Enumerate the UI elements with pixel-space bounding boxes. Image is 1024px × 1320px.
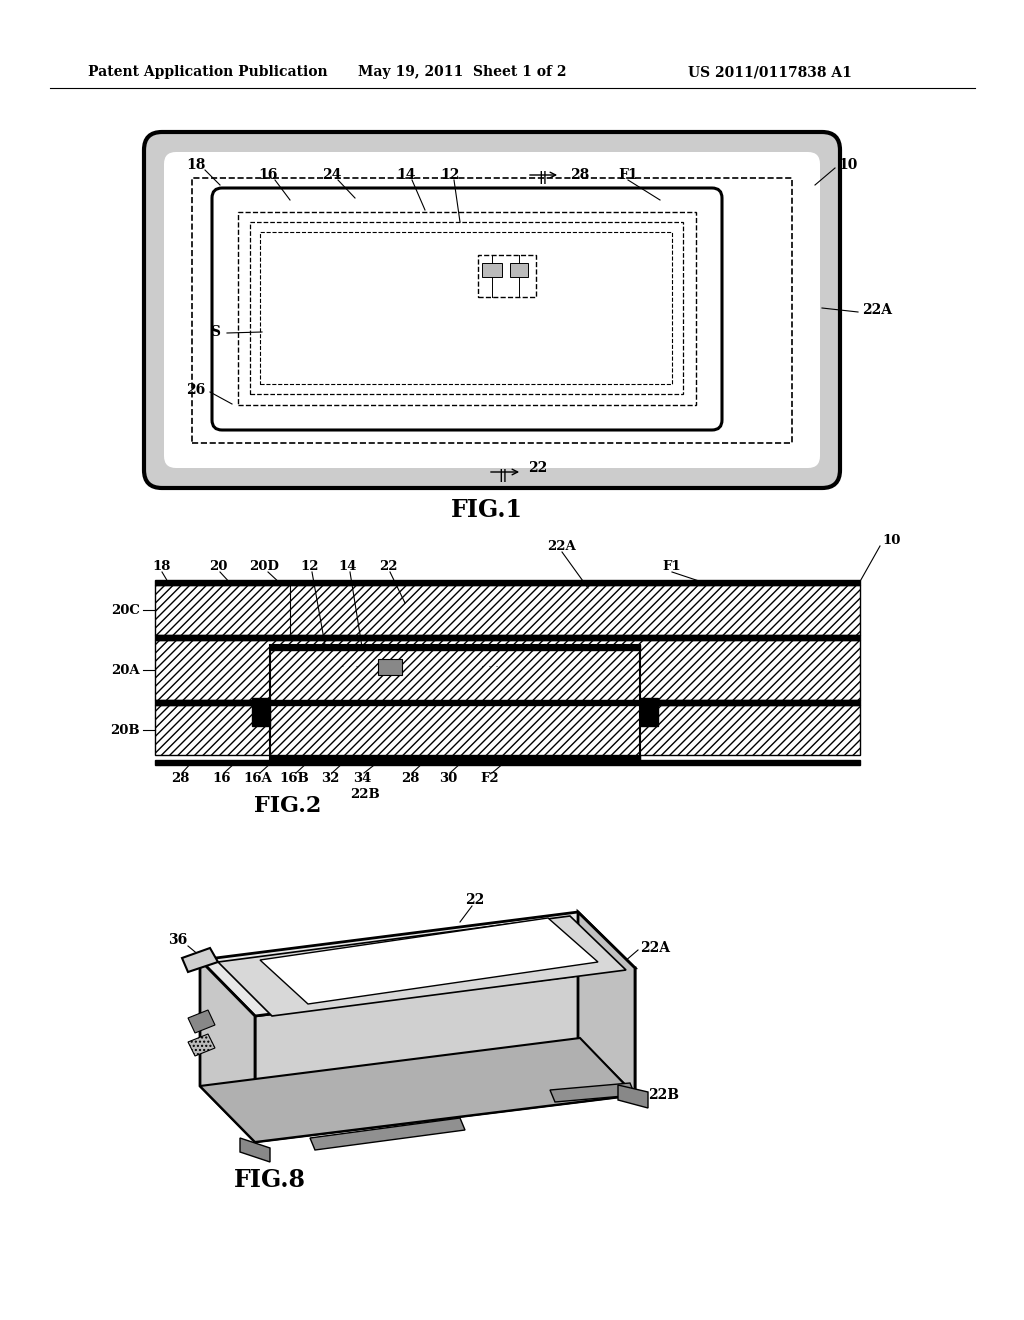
Text: F2: F2	[480, 771, 500, 784]
Text: US 2011/0117838 A1: US 2011/0117838 A1	[688, 65, 852, 79]
Text: ||: ||	[499, 469, 508, 482]
Text: 22B: 22B	[648, 1088, 679, 1102]
Text: · · ·: · · ·	[341, 663, 359, 672]
Text: 10: 10	[883, 535, 901, 548]
Bar	[155, 635, 860, 640]
Text: 22B: 22B	[350, 788, 380, 800]
Bar	[252, 698, 270, 726]
FancyBboxPatch shape	[144, 132, 840, 488]
Text: 18: 18	[153, 560, 171, 573]
Text: 16: 16	[213, 771, 231, 784]
Text: 10: 10	[839, 158, 858, 172]
Text: 20D: 20D	[249, 560, 279, 573]
FancyBboxPatch shape	[212, 187, 722, 430]
Text: 28: 28	[171, 771, 189, 784]
Text: 22A: 22A	[548, 540, 577, 553]
Polygon shape	[260, 917, 598, 1005]
Text: S: S	[210, 325, 220, 339]
Bar	[270, 645, 640, 649]
Polygon shape	[200, 912, 635, 1016]
Text: 28: 28	[400, 771, 419, 784]
Text: 26: 26	[186, 383, 206, 397]
Polygon shape	[200, 960, 255, 1142]
Bar	[238, 213, 696, 405]
Bar	[193, 178, 792, 444]
Polygon shape	[200, 1038, 635, 1142]
Bar	[482, 263, 502, 277]
Bar	[155, 585, 860, 635]
Text: 14: 14	[339, 560, 357, 573]
Polygon shape	[618, 1085, 648, 1107]
Bar	[378, 659, 402, 675]
Text: 30: 30	[439, 771, 457, 784]
Bar	[270, 645, 640, 700]
Text: 22A: 22A	[862, 304, 892, 317]
Text: 20B: 20B	[111, 723, 140, 737]
Bar	[640, 698, 658, 726]
Polygon shape	[218, 916, 626, 1016]
Bar	[155, 579, 860, 585]
Text: May 19, 2011  Sheet 1 of 2: May 19, 2011 Sheet 1 of 2	[358, 65, 566, 79]
Polygon shape	[240, 1138, 270, 1162]
Bar	[155, 640, 860, 700]
Polygon shape	[255, 968, 635, 1142]
Polygon shape	[188, 1034, 215, 1056]
Bar	[260, 232, 672, 384]
Text: F1: F1	[663, 560, 681, 573]
Text: · · ·: · · ·	[481, 663, 499, 672]
Text: 36: 36	[168, 933, 187, 946]
Text: 34: 34	[353, 771, 371, 784]
Text: 20C: 20C	[112, 603, 140, 616]
Text: 20A: 20A	[112, 664, 140, 676]
Polygon shape	[182, 948, 218, 972]
Text: 22: 22	[528, 461, 548, 475]
Text: 14: 14	[396, 168, 416, 182]
Bar	[155, 700, 860, 705]
Text: 12: 12	[301, 560, 319, 573]
Text: ||: ||	[539, 172, 548, 185]
Text: 20: 20	[209, 560, 227, 573]
Text: 22: 22	[379, 560, 397, 573]
Text: 24: 24	[323, 168, 342, 182]
Text: 12: 12	[440, 168, 460, 182]
Bar	[270, 705, 640, 760]
Bar	[250, 222, 683, 393]
Bar	[270, 645, 640, 760]
Bar	[510, 263, 528, 277]
Text: 22A: 22A	[640, 941, 670, 954]
Bar	[155, 705, 860, 755]
Text: 16: 16	[258, 168, 278, 182]
Bar	[155, 760, 860, 766]
Text: 18: 18	[186, 158, 206, 172]
Polygon shape	[550, 1082, 635, 1102]
Text: 22: 22	[465, 894, 484, 907]
Text: FIG.8: FIG.8	[234, 1168, 306, 1192]
Polygon shape	[310, 1118, 465, 1150]
Bar	[478, 255, 536, 297]
Polygon shape	[578, 912, 635, 1096]
Text: 16A: 16A	[244, 771, 272, 784]
Text: 32: 32	[321, 771, 339, 784]
Text: FIG.2: FIG.2	[254, 795, 322, 817]
Bar	[270, 755, 640, 760]
Text: FIG.1: FIG.1	[451, 498, 523, 521]
Text: F1: F1	[618, 168, 638, 182]
FancyBboxPatch shape	[164, 152, 820, 469]
Polygon shape	[188, 1010, 215, 1034]
Text: 28: 28	[570, 168, 590, 182]
Text: Patent Application Publication: Patent Application Publication	[88, 65, 328, 79]
Text: 16B: 16B	[280, 771, 309, 784]
